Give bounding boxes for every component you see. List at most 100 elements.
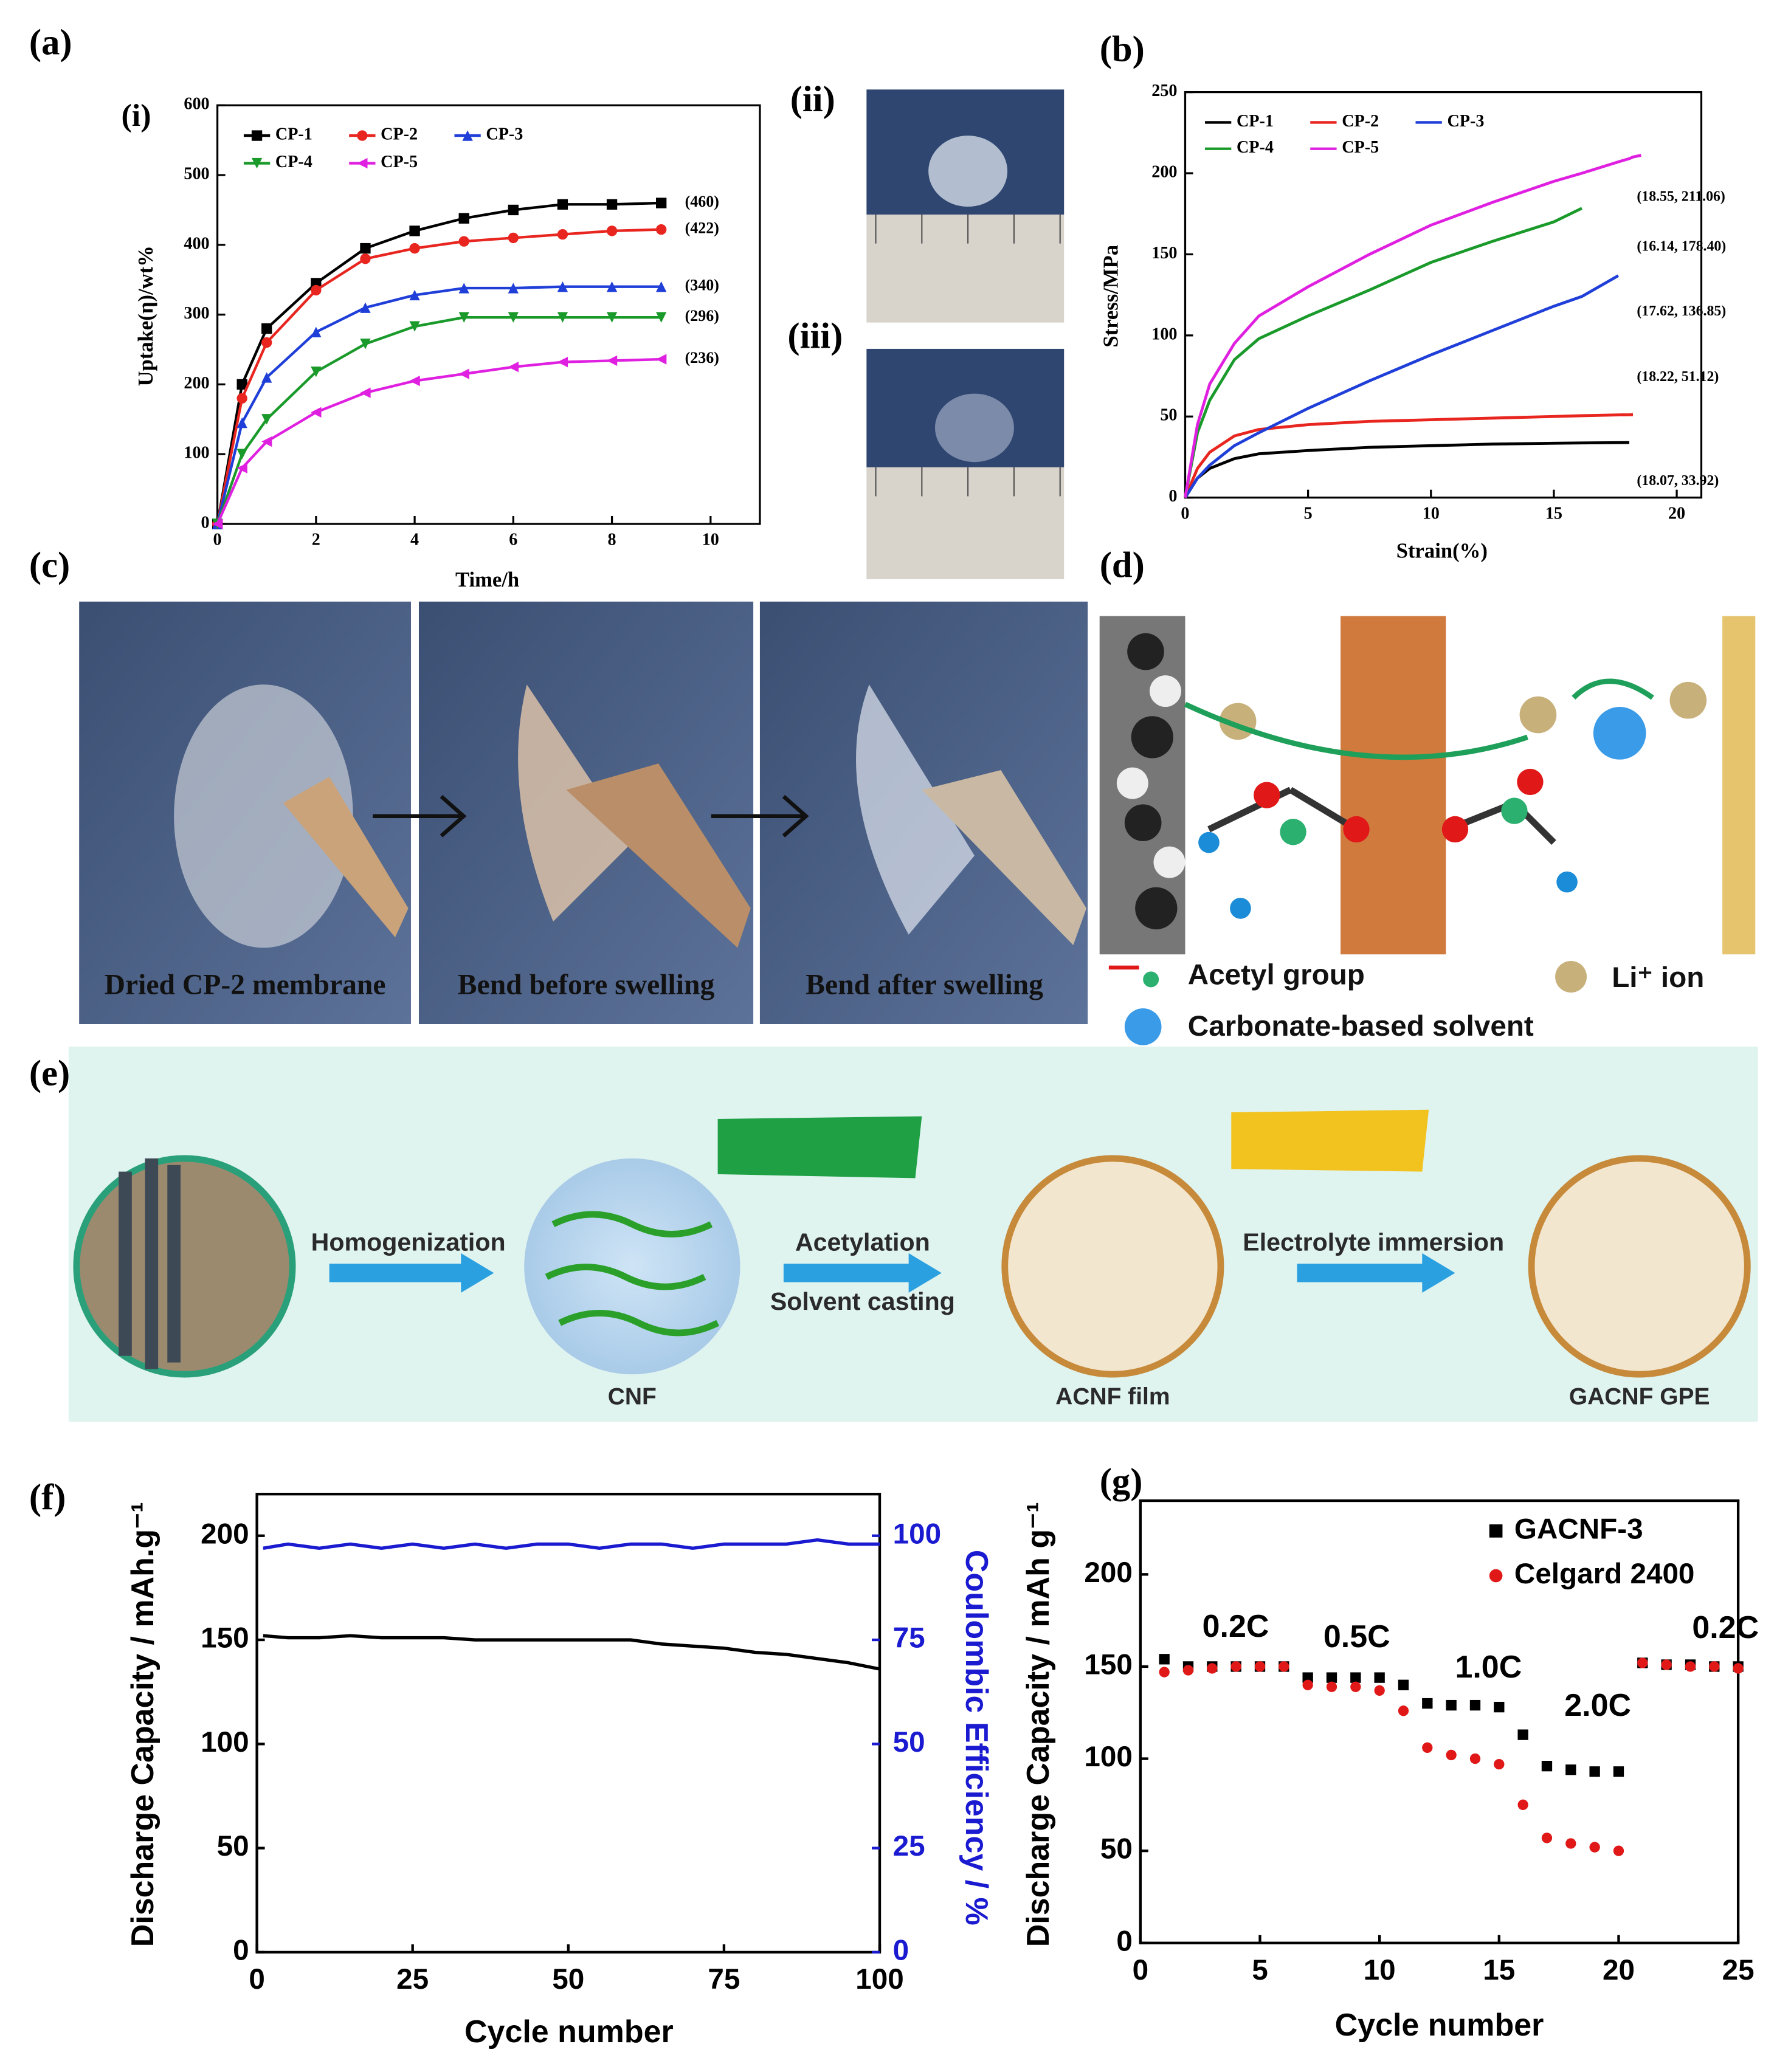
photo-caption: Dried CP-2 membrane bbox=[105, 969, 386, 1000]
marker bbox=[1254, 1661, 1266, 1672]
marker bbox=[557, 357, 568, 368]
marker bbox=[1230, 1661, 1241, 1672]
y-tick-label: 100 bbox=[1151, 325, 1177, 343]
marker bbox=[1279, 1661, 1289, 1672]
series-line bbox=[1184, 413, 1634, 498]
series-line bbox=[263, 1538, 880, 1551]
marker bbox=[409, 376, 420, 387]
marker bbox=[1159, 1667, 1170, 1678]
x-tick-label: 2 bbox=[312, 531, 320, 549]
annotation: (17.62, 136.85) bbox=[1637, 303, 1726, 319]
legend-label: Li⁺ ion bbox=[1612, 962, 1704, 994]
marker bbox=[1517, 1799, 1528, 1811]
x-tick-label: 15 bbox=[1545, 504, 1562, 523]
legend-label: CP-2 bbox=[1342, 112, 1379, 131]
marker bbox=[1685, 1661, 1696, 1672]
series-line bbox=[1184, 441, 1630, 498]
y-axis-label: Discharge Capacity / mAh g⁻¹ bbox=[1021, 1502, 1056, 1947]
annotation: (422) bbox=[685, 219, 719, 237]
marker bbox=[656, 354, 667, 365]
y-tick-label: 50 bbox=[1160, 406, 1177, 425]
marker bbox=[1398, 1705, 1409, 1716]
marker bbox=[656, 281, 667, 292]
diagram-d: Acetyl group Li⁺ ion Carbonate-based sol… bbox=[1099, 616, 1756, 1045]
x-axis-label: Cycle number bbox=[464, 2014, 674, 2050]
marker bbox=[360, 387, 371, 398]
annotation: (18.07, 33.92) bbox=[1637, 473, 1719, 489]
x-axis-label: Cycle number bbox=[1335, 2008, 1544, 2043]
marker bbox=[311, 367, 322, 377]
annotation: (16.14, 178.40) bbox=[1637, 239, 1726, 255]
marker bbox=[606, 281, 618, 292]
y-axis-label: Discharge Capacity / mAh.g⁻¹ bbox=[125, 1502, 160, 1947]
x-tick-label: 8 bbox=[608, 531, 616, 549]
marker bbox=[311, 284, 322, 296]
y2-tick-label: 50 bbox=[893, 1726, 925, 1758]
diagram-e: Homogenization Acetylation Solvent casti… bbox=[68, 1046, 1758, 1422]
annotation: 2.0C bbox=[1564, 1688, 1631, 1723]
annotation: (18.22, 51.12) bbox=[1637, 369, 1719, 385]
chart: 0 5 10 15 20050100150200250Strain(%)Stress/M… bbox=[1099, 81, 1726, 563]
product-label: GACNF GPE bbox=[1569, 1383, 1710, 1409]
y-tick-label: 200 bbox=[184, 374, 209, 393]
x-axis-label: Time/h bbox=[455, 568, 519, 591]
legend-label: CP-3 bbox=[1447, 112, 1484, 131]
annotation: (460) bbox=[685, 193, 719, 210]
annotation: (340) bbox=[685, 277, 719, 294]
panel-label: (b) bbox=[1100, 29, 1145, 70]
marker bbox=[1709, 1661, 1720, 1672]
marker bbox=[458, 368, 469, 379]
marker bbox=[251, 130, 263, 141]
y-tick-label: 0 bbox=[201, 513, 210, 532]
x-tick-label: 0 bbox=[249, 1963, 265, 1995]
marker bbox=[409, 321, 420, 332]
legend-label: CP-3 bbox=[486, 125, 523, 144]
marker bbox=[508, 362, 519, 373]
marker bbox=[606, 199, 618, 210]
marker bbox=[236, 417, 247, 429]
step-label: Acetylation bbox=[795, 1228, 930, 1256]
marker bbox=[557, 229, 568, 240]
x-tick-label: 5 bbox=[1252, 1954, 1268, 1986]
x-tick-label: 4 bbox=[410, 531, 419, 549]
marker bbox=[1422, 1698, 1433, 1709]
marker bbox=[606, 312, 618, 323]
marker bbox=[1350, 1681, 1361, 1692]
marker bbox=[557, 281, 568, 292]
step-label: Solvent casting bbox=[770, 1287, 955, 1315]
panel-label: (e) bbox=[29, 1053, 70, 1094]
y-axis-label: Stress/MPa bbox=[1099, 245, 1122, 348]
annotation: 1.0C bbox=[1455, 1650, 1522, 1685]
marker bbox=[606, 225, 618, 236]
marker bbox=[656, 224, 667, 235]
y-axis-label: Uptake(η)/wt% bbox=[134, 246, 157, 386]
marker bbox=[458, 236, 469, 247]
x-tick-label: 10 bbox=[702, 531, 719, 549]
y-tick-label: 100 bbox=[184, 444, 209, 463]
marker bbox=[357, 157, 368, 169]
chart: 0 2 4 6 8 100100200300400500600Time/hUptake(η… bbox=[134, 95, 761, 591]
marker bbox=[360, 302, 371, 313]
y-tick-label: 250 bbox=[1151, 81, 1177, 100]
marker bbox=[462, 130, 473, 141]
marker bbox=[656, 198, 667, 208]
x-tick-label: 5 bbox=[1304, 504, 1313, 523]
marker bbox=[1517, 1729, 1528, 1740]
series-line bbox=[1184, 274, 1620, 498]
series-line bbox=[1184, 154, 1641, 498]
x-tick-label: 50 bbox=[552, 1963, 584, 1995]
marker bbox=[1159, 1654, 1170, 1665]
x-tick-label: 75 bbox=[708, 1963, 740, 1995]
marker bbox=[1733, 1663, 1744, 1674]
marker bbox=[508, 283, 519, 294]
marker bbox=[508, 232, 519, 244]
marker bbox=[360, 253, 371, 264]
marker bbox=[409, 225, 420, 236]
y-tick-label: 150 bbox=[1084, 1649, 1132, 1681]
panel-label: (g) bbox=[1100, 1461, 1143, 1502]
panel-labels: (a) (b) (c) (d) (e) (f) (g) (i) (ii) (ii… bbox=[29, 22, 1145, 1518]
panel-label: (a) bbox=[29, 22, 72, 63]
